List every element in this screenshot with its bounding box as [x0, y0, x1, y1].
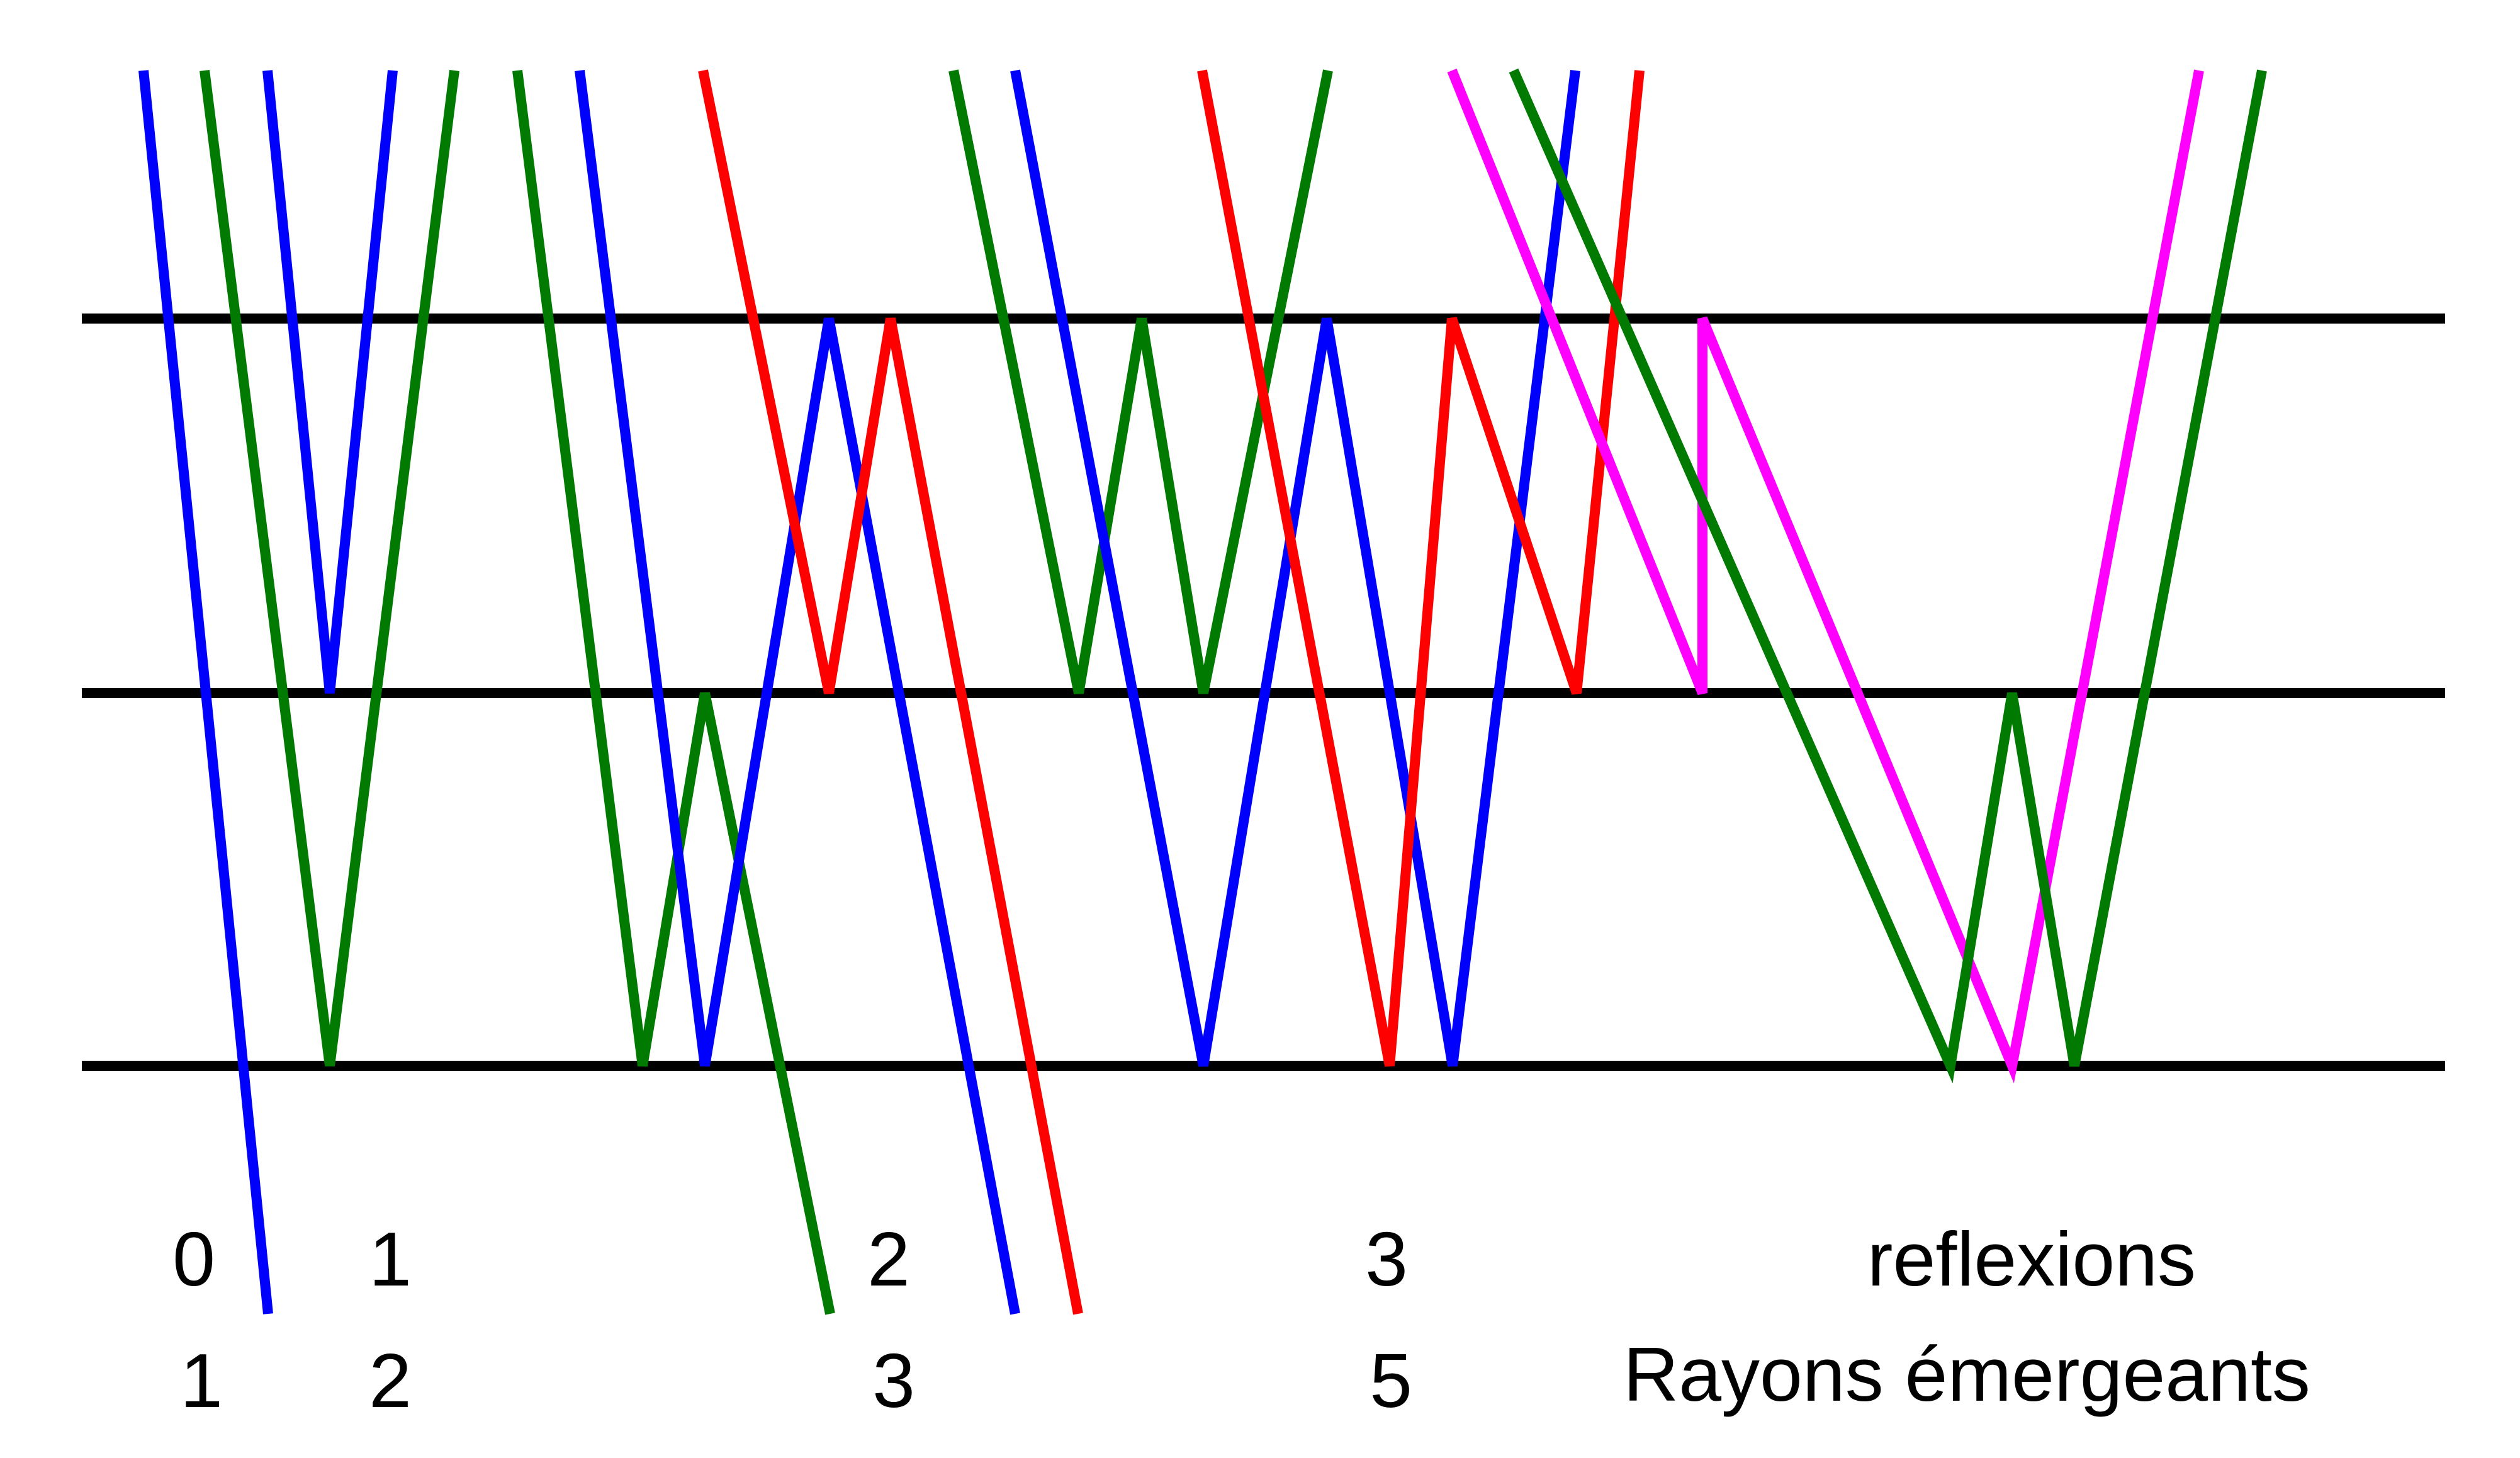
reflections-count-3: 3	[1365, 1216, 1408, 1302]
ray-2-reflections-green-a	[512, 70, 835, 1315]
reflections-row-label: reflexions	[1867, 1216, 2196, 1302]
ray-3-reflections-blue-a	[1010, 69, 1580, 1067]
ray-0-reflections-blue	[138, 70, 273, 1314]
ray-3-reflections-red-a	[1197, 69, 1645, 1067]
ray-3-reflections-green-b	[1509, 68, 2267, 1083]
ray-2-reflections-red-a	[698, 69, 1083, 1315]
emergent-count-1: 1	[180, 1338, 223, 1423]
reflections-count-1: 1	[369, 1216, 412, 1302]
ray-3-reflections-magenta	[1447, 69, 2204, 1083]
reflections-count-0: 0	[172, 1216, 215, 1302]
emergent-count-5: 5	[1370, 1338, 1412, 1423]
emergent-row-label: Rayons émergeants	[1623, 1331, 2310, 1417]
emergent-count-2: 2	[369, 1338, 412, 1423]
ray-3-reflections-green-a	[948, 69, 1333, 694]
ray-2-reflections-blue-a	[575, 70, 1020, 1315]
emergent-count-3: 3	[872, 1338, 915, 1423]
reflections-count-2: 2	[867, 1216, 910, 1302]
ray-1-reflection-blue	[262, 70, 398, 694]
ray-1-reflection-green	[200, 70, 459, 1066]
